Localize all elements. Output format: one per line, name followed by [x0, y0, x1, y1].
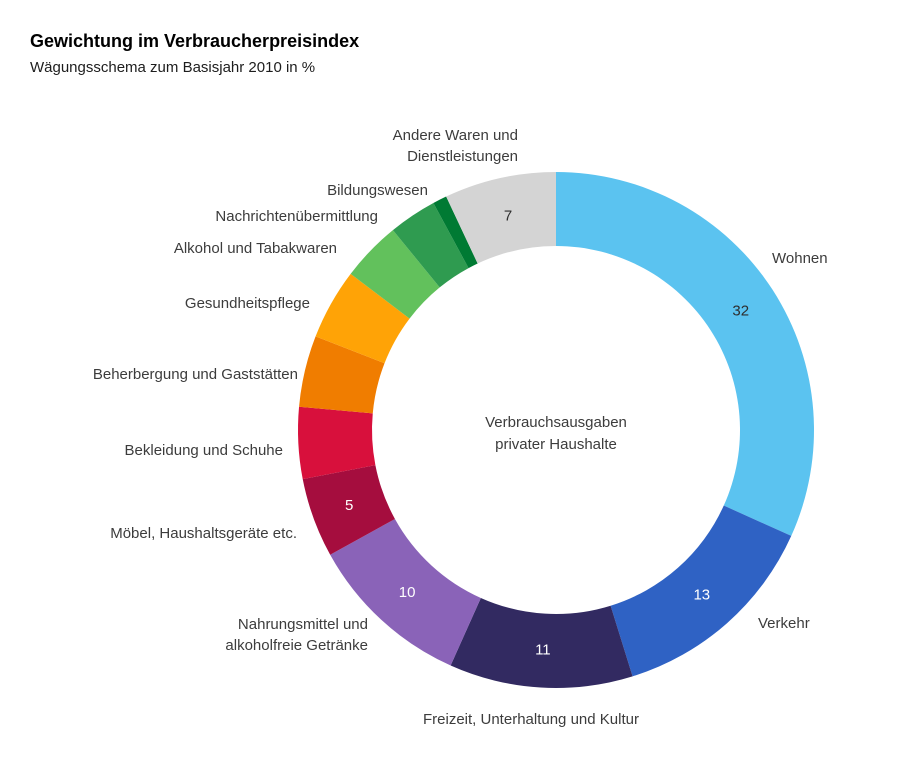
segment-label-freizeit: Freizeit, Unterhaltung und Kultur	[423, 711, 639, 728]
donut-value-moebel: 5	[345, 497, 353, 514]
segment-label-nachrichten: Nachrichtenübermittlung	[215, 208, 378, 225]
segment-label-bildung: Bildungswesen	[327, 182, 428, 199]
donut-value-freizeit: 11	[535, 642, 551, 659]
donut-segment-nachrichten	[392, 202, 469, 288]
donut-value-verkehr: 13	[693, 587, 710, 604]
segment-label-andere: Andere Waren und Dienstleistungen	[392, 127, 518, 165]
donut-center-label: Verbrauchsausgaben privater Haushalte	[485, 414, 627, 453]
donut-segment-andere	[446, 172, 556, 264]
donut-segment-moebel	[302, 465, 395, 555]
chart-subtitle: Wägungsschema zum Basisjahr 2010 in %	[30, 59, 316, 76]
chart-title: Gewichtung im Verbraucherpreisindex	[30, 31, 360, 51]
donut-value-andere: 7	[504, 207, 512, 224]
segment-label-moebel: Möbel, Haushaltsgeräte etc.	[110, 525, 297, 542]
donut-segment-bekleidung	[298, 406, 376, 480]
segment-label-verkehr: Verkehr	[758, 615, 810, 632]
donut-segment-gesundheit	[315, 273, 410, 364]
donut-segment-alkohol	[350, 230, 440, 319]
donut-value-wohnen: 32	[732, 303, 749, 320]
segment-label-bekleidung: Bekleidung und Schuhe	[124, 442, 283, 459]
segment-label-nahrungsmittel: Nahrungsmittel und alkoholfreie Getränke	[225, 616, 368, 654]
segment-label-gesundheit: Gesundheitspflege	[184, 295, 310, 312]
donut-segment-nahrungsmittel	[330, 518, 481, 666]
segment-label-alkohol: Alkohol und Tabakwaren	[173, 240, 337, 257]
donut-segment-bildung	[433, 196, 478, 269]
segment-label-wohnen: Wohnen	[772, 250, 828, 267]
donut-segment-freizeit	[450, 597, 633, 689]
donut-segment-beherbergung	[299, 336, 385, 414]
donut-segment-verkehr	[610, 505, 792, 677]
donut-value-nahrungsmittel: 10	[399, 584, 416, 601]
donut-segment-wohnen	[556, 172, 815, 536]
segment-label-beherbergung: Beherbergung und Gaststätten	[92, 366, 298, 383]
